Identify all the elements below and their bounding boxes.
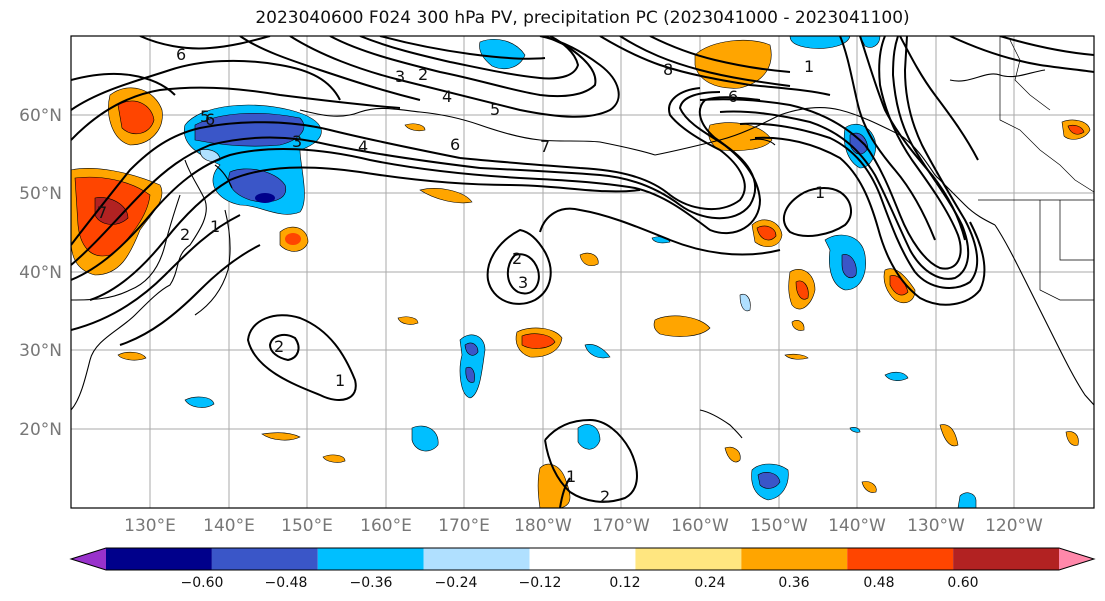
lon-label: 130°W [907, 516, 965, 536]
contour-labels: 6 3 2 4 5 6 7 8 6 5 6 3 4 7 2 1 2 3 2 1 … [97, 45, 825, 506]
contour-label: 1 [335, 371, 345, 390]
contour-label: 2 [512, 249, 522, 268]
colorbar-segment [71, 548, 106, 570]
lat-label: 40°N [19, 263, 62, 283]
contour-label: 7 [540, 137, 550, 156]
colorbar-tick-label: 0.12 [609, 575, 640, 591]
colorbar-ticks: −0.60 −0.48 −0.36 −0.24 −0.12 0.12 0.24 … [181, 575, 979, 591]
coastlines [71, 69, 1094, 439]
map-plot: 6 3 2 4 5 6 7 8 6 5 6 3 4 7 2 1 2 3 2 1 … [19, 35, 1095, 536]
contour-label: 3 [518, 273, 528, 292]
colorbar-segments [69, 547, 1096, 571]
colorbar: −0.60 −0.48 −0.36 −0.24 −0.12 0.12 0.24 … [69, 547, 1096, 591]
contour-label: 1 [210, 217, 220, 236]
colorbar-segment [211, 548, 318, 570]
contour-label: 8 [663, 60, 673, 79]
contour-label: 5 [490, 100, 500, 119]
lat-label: 20°N [19, 420, 62, 440]
contour-label: 3 [292, 132, 302, 151]
contour-label: 6 [450, 135, 460, 154]
colorbar-segment [847, 548, 954, 570]
lon-label: 170°E [438, 516, 490, 536]
colorbar-tick-label: 0.36 [778, 575, 809, 591]
colorbar-segment [317, 548, 424, 570]
contour-label: 6 [728, 87, 738, 106]
lon-label: 150°E [281, 516, 333, 536]
colorbar-segment [529, 548, 636, 570]
contour-label: 2 [600, 487, 610, 506]
colorbar-tick-label: −0.12 [519, 575, 562, 591]
colorbar-outline [69, 547, 1096, 571]
gridlines [71, 36, 1094, 508]
contour-label: 2 [274, 337, 284, 356]
contour-label: 2 [418, 65, 428, 84]
lon-label: 170°W [592, 516, 650, 536]
colorbar-segment [953, 548, 1059, 570]
colorbar-tick-label: −0.24 [435, 575, 478, 591]
lon-label: 140°W [828, 516, 886, 536]
lon-label: 120°W [985, 516, 1043, 536]
contour-label: 1 [804, 57, 814, 76]
map-title: 2023040600 F024 300 hPa PV, precipitatio… [255, 8, 910, 28]
lon-label: 130°E [124, 516, 176, 536]
lon-label: 180°W [514, 516, 572, 536]
map-frame [70, 35, 1095, 509]
colorbar-tick-label: −0.48 [265, 575, 308, 591]
contour-label: 2 [180, 225, 190, 244]
colorbar-tick-label: 0.48 [863, 575, 894, 591]
contour-label: 1 [566, 467, 576, 486]
contour-label: 1 [815, 183, 825, 202]
latitude-labels: 60°N 50°N 40°N 30°N 20°N [19, 106, 62, 440]
colorbar-segment [1059, 548, 1094, 570]
colorbar-segment [635, 548, 742, 570]
colorbar-tick-label: 0.60 [947, 575, 978, 591]
contour-label: 4 [358, 137, 368, 156]
contour-label: 3 [395, 67, 405, 86]
lon-label: 150°W [750, 516, 808, 536]
lat-label: 60°N [19, 106, 62, 126]
contour-label: 6 [176, 45, 186, 64]
pv-contours [71, 36, 1094, 508]
colorbar-tick-label: 0.24 [694, 575, 725, 591]
lon-label: 160°W [671, 516, 729, 536]
contour-label: 4 [442, 87, 452, 106]
lon-label: 140°E [203, 516, 255, 536]
contour-label: 5 [200, 107, 210, 126]
longitude-labels: 130°E 140°E 150°E 160°E 170°E 180°W 170°… [124, 516, 1043, 536]
contour-label: 6 [205, 110, 215, 129]
lon-label: 160°E [360, 516, 412, 536]
colorbar-tick-label: −0.36 [350, 575, 393, 591]
colorbar-segment [423, 548, 530, 570]
contour-label: 7 [97, 203, 107, 222]
colorbar-tick-label: −0.60 [181, 575, 224, 591]
colorbar-segment [106, 548, 212, 570]
borders [978, 36, 1094, 301]
lat-label: 50°N [19, 184, 62, 204]
colorbar-segment [741, 548, 848, 570]
lat-label: 30°N [19, 341, 62, 361]
